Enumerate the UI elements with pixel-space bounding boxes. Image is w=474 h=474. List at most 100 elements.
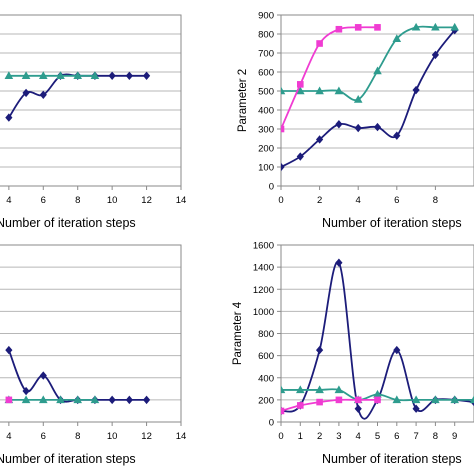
y-tick-label: 1400 xyxy=(253,263,274,274)
y-tick-label: 300 xyxy=(258,125,274,136)
data-point-triangle xyxy=(334,385,344,394)
data-point-diamond xyxy=(393,131,401,140)
series-line-navy xyxy=(8,349,147,403)
series-line-navy xyxy=(281,29,456,168)
y-axis-label: Parameter 4 xyxy=(232,301,244,365)
data-point-triangle xyxy=(281,385,286,394)
x-tick-label: 8 xyxy=(75,195,80,206)
x-tick-label: 6 xyxy=(41,195,46,206)
data-point-triangle xyxy=(56,395,65,404)
data-point-diamond xyxy=(316,345,324,355)
data-point-diamond xyxy=(142,71,151,80)
y-tick-label: 1200 xyxy=(253,285,274,296)
data-point-diamond xyxy=(125,71,133,80)
data-point-triangle xyxy=(334,86,344,95)
data-point-triangle xyxy=(4,71,14,79)
data-point-triangle xyxy=(431,395,440,404)
chart-panel-2: 0 2 4 6 8 0 100 200 300 400 500 600 700 800 900 Paramet… xyxy=(237,11,474,230)
x-tick-label: 4 xyxy=(6,431,11,442)
data-point-triangle xyxy=(431,22,440,31)
data-point-diamond xyxy=(22,386,30,396)
y-tick-label: 400 xyxy=(258,106,274,117)
data-point-triangle xyxy=(21,395,31,404)
chart-panel-3: 2468101214Number of iteration steps xyxy=(0,244,186,466)
data-point-triangle xyxy=(373,66,382,75)
chart-panel-4: 0 1 2 3 4 5 6 7 8 9 0 200 400 600 800 1000 1200 1400 1600 P… xyxy=(232,241,474,466)
y-axis-label: Parameter 2 xyxy=(237,69,249,132)
data-point-square xyxy=(374,396,381,404)
y-tick-label: 200 xyxy=(258,144,274,155)
data-point-square xyxy=(354,396,362,404)
data-point-diamond xyxy=(5,113,13,122)
data-point-diamond xyxy=(412,404,420,413)
data-point-triangle xyxy=(315,86,324,95)
y-tick-label: 700 xyxy=(258,49,274,60)
data-point-square xyxy=(281,125,285,133)
x-tick-label: 5 xyxy=(375,431,380,442)
y-tick-label: 1000 xyxy=(253,307,274,318)
x-tick-label: 8 xyxy=(75,431,80,442)
x-axis-label: Number of iteration steps xyxy=(322,216,462,230)
data-point-triangle xyxy=(450,22,459,31)
data-point-diamond xyxy=(125,395,133,405)
data-point-triangle xyxy=(392,395,402,404)
data-point-diamond xyxy=(5,345,13,355)
x-tick-label: 4 xyxy=(6,195,11,206)
data-point-diamond xyxy=(393,345,401,355)
x-tick-label: 3 xyxy=(336,431,341,442)
x-tick-label: 4 xyxy=(356,195,361,206)
series-line-navy xyxy=(8,73,147,119)
y-tick-label: 900 xyxy=(258,11,274,22)
data-point-triangle xyxy=(469,395,474,404)
data-point-square xyxy=(297,81,304,88)
x-tick-label: 0 xyxy=(278,195,283,206)
y-tick-label: 0 xyxy=(269,182,274,193)
x-axis-label: Number of iteration steps xyxy=(322,452,462,466)
data-point-triangle xyxy=(38,71,48,79)
data-point-triangle xyxy=(353,95,363,103)
y-tick-label: 800 xyxy=(258,30,274,41)
data-point-triangle xyxy=(73,395,83,404)
y-tick-label: 500 xyxy=(258,87,274,98)
data-point-diamond xyxy=(335,120,343,129)
data-point-diamond xyxy=(412,85,420,95)
data-point-triangle xyxy=(296,385,305,394)
data-point-triangle xyxy=(90,395,100,404)
x-tick-label: 9 xyxy=(452,431,457,442)
series-group xyxy=(4,71,151,122)
y-tick-label: 600 xyxy=(258,68,274,79)
data-point-square xyxy=(374,24,381,31)
data-point-triangle xyxy=(296,86,305,95)
data-point-triangle xyxy=(411,395,421,404)
data-point-square xyxy=(316,398,323,406)
x-tick-label: 6 xyxy=(394,195,399,206)
x-tick-label: 10 xyxy=(107,431,118,442)
y-tick-label: 800 xyxy=(258,329,274,340)
chart-panel-1: 2468101214Number of iteration steps xyxy=(0,14,186,230)
data-point-square xyxy=(354,24,362,31)
data-point-diamond xyxy=(281,162,285,172)
x-tick-label: 7 xyxy=(413,431,418,442)
x-tick-label: 12 xyxy=(141,431,152,442)
data-point-square xyxy=(316,40,323,47)
plot-area xyxy=(280,14,474,187)
x-tick-label: 2 xyxy=(317,195,322,206)
x-tick-label: 10 xyxy=(107,195,118,206)
data-point-triangle xyxy=(373,389,382,398)
data-point-triangle xyxy=(281,86,286,95)
data-point-square xyxy=(335,396,343,404)
data-point-diamond xyxy=(142,395,151,405)
data-point-diamond xyxy=(108,395,116,405)
y-tick-label: 400 xyxy=(258,373,274,384)
series-line-teal xyxy=(281,25,455,102)
data-point-triangle xyxy=(315,385,324,394)
data-point-triangle xyxy=(90,71,100,79)
data-point-diamond xyxy=(108,71,116,80)
series-group xyxy=(4,345,151,405)
y-tick-label: 200 xyxy=(258,395,274,406)
data-point-diamond xyxy=(39,371,47,380)
data-point-square xyxy=(335,25,343,33)
data-point-square xyxy=(297,402,304,409)
y-tick-label: 100 xyxy=(258,163,274,174)
